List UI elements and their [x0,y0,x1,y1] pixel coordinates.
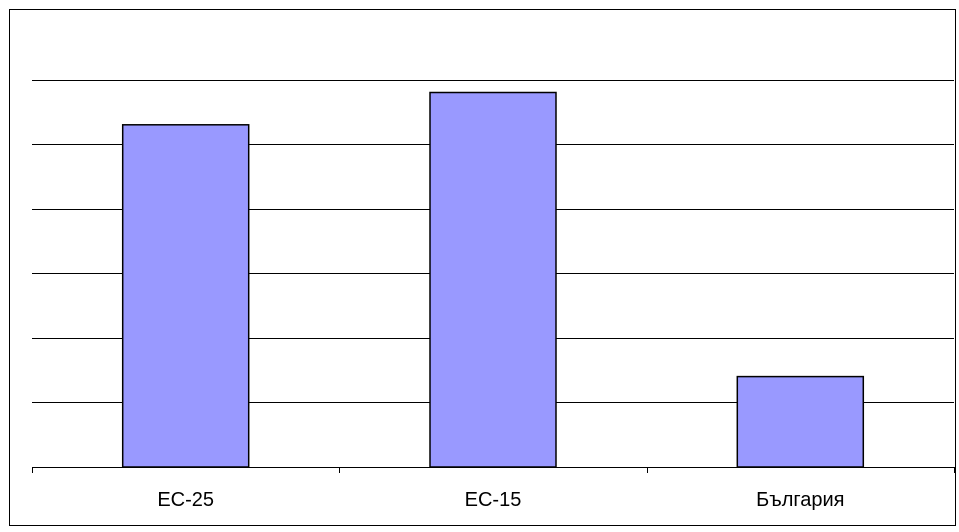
x-tick-label: ЕС-25 [157,489,214,511]
x-axis [32,467,955,473]
x-tick-label: България [756,489,844,511]
bar [121,124,250,468]
bars [121,91,865,468]
bar [429,91,557,468]
bar [736,375,865,468]
x-tick-labels: ЕС-25 ЕС-15 България [157,489,844,511]
x-tick-label: ЕС-15 [465,489,522,511]
